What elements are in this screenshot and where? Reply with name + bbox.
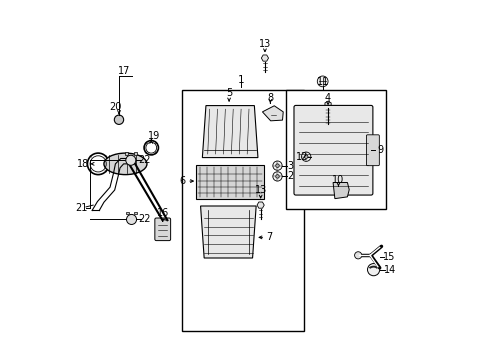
Text: 5: 5: [225, 88, 232, 98]
Circle shape: [126, 215, 136, 225]
Text: 3: 3: [287, 161, 293, 171]
Ellipse shape: [104, 153, 147, 175]
FancyBboxPatch shape: [155, 218, 170, 240]
Polygon shape: [325, 101, 330, 108]
Text: 1: 1: [237, 75, 244, 85]
Circle shape: [301, 152, 310, 161]
Circle shape: [275, 164, 279, 167]
Bar: [285, 90, 386, 209]
Text: 2: 2: [286, 171, 293, 181]
Circle shape: [272, 161, 282, 170]
Circle shape: [125, 155, 136, 165]
Circle shape: [275, 175, 279, 178]
Text: 22: 22: [138, 155, 151, 165]
Text: 21: 21: [75, 203, 87, 213]
Text: 7: 7: [266, 232, 272, 242]
Polygon shape: [257, 202, 264, 208]
Text: 19: 19: [148, 131, 160, 141]
Circle shape: [367, 264, 379, 276]
Bar: [182, 90, 303, 330]
Polygon shape: [125, 212, 128, 215]
Text: 13: 13: [254, 185, 266, 195]
Text: 13: 13: [258, 39, 270, 49]
Text: 15: 15: [382, 252, 394, 262]
FancyBboxPatch shape: [293, 105, 372, 195]
Circle shape: [304, 155, 307, 158]
Bar: [196, 165, 264, 199]
Polygon shape: [261, 55, 268, 61]
Circle shape: [317, 76, 327, 87]
Text: 18: 18: [77, 159, 89, 169]
Polygon shape: [200, 206, 256, 258]
Circle shape: [354, 252, 361, 259]
Polygon shape: [262, 106, 283, 121]
Polygon shape: [134, 212, 137, 215]
Polygon shape: [332, 183, 348, 199]
Circle shape: [272, 172, 282, 181]
Text: 20: 20: [109, 102, 122, 112]
Text: 12: 12: [295, 152, 307, 162]
Text: 17: 17: [118, 66, 130, 76]
Text: 16: 16: [156, 208, 168, 219]
Text: 6: 6: [180, 176, 185, 186]
Text: 9: 9: [376, 145, 382, 155]
Text: 8: 8: [267, 93, 273, 103]
Text: 4: 4: [325, 93, 330, 103]
Polygon shape: [133, 152, 136, 155]
Circle shape: [114, 115, 123, 125]
FancyBboxPatch shape: [366, 135, 379, 166]
Text: 14: 14: [383, 265, 395, 275]
Polygon shape: [125, 152, 128, 155]
Text: 10: 10: [332, 175, 344, 185]
Text: 22: 22: [138, 215, 151, 224]
Polygon shape: [202, 105, 258, 158]
Text: 11: 11: [316, 77, 328, 87]
